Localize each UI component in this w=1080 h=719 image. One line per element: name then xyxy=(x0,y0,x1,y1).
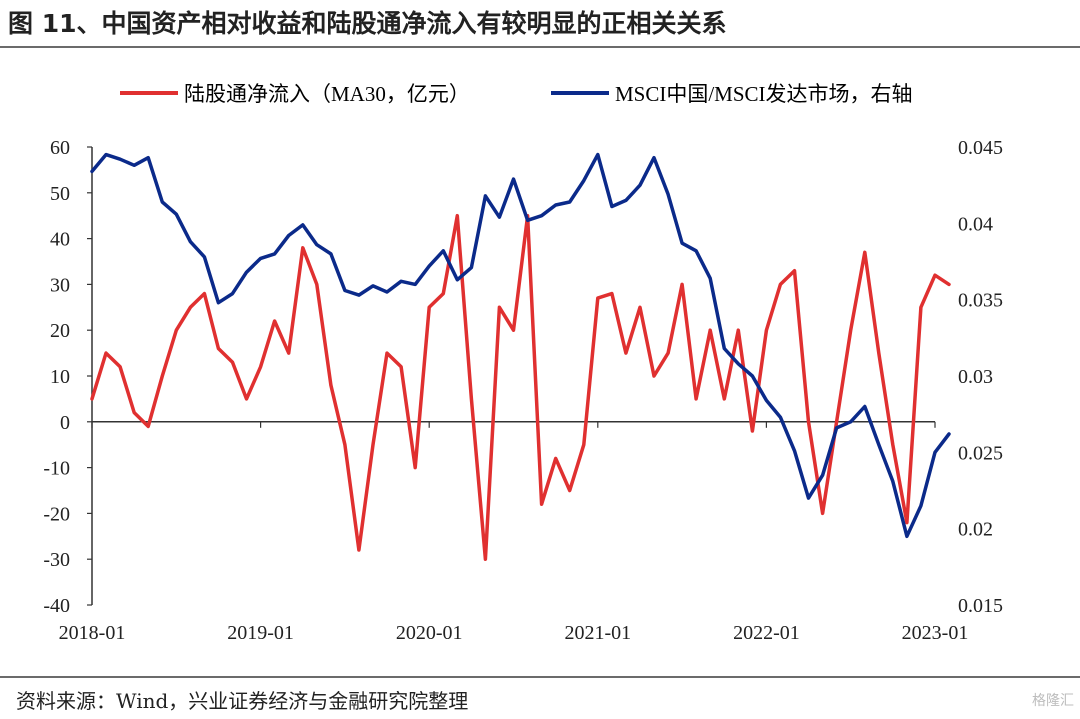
left-tick-label: 40 xyxy=(50,229,70,251)
legend-label-left-series: 陆股通净流入（MA30，亿元） xyxy=(184,82,470,106)
right-tick-label: 0.045 xyxy=(958,137,1003,159)
right-tick-label: 0.035 xyxy=(958,290,1003,312)
left-tick-label: 50 xyxy=(50,183,70,205)
watermark: 格隆汇 xyxy=(1032,693,1074,709)
axes: 60 50 40 30 20 10 0 -10 -20 -30 -40 0.045 0.04 0.035 0… xyxy=(43,137,1003,644)
left-tick-label: -20 xyxy=(43,503,70,525)
right-tick-label: 0.02 xyxy=(958,519,993,541)
left-tick-label: 0 xyxy=(60,412,70,434)
left-tick-label: 20 xyxy=(50,320,70,342)
right-tick-label: 0.04 xyxy=(958,213,993,235)
left-tick-label: -40 xyxy=(43,595,70,617)
right-tick-label: 0.025 xyxy=(958,442,1003,464)
left-tick-label: -30 xyxy=(43,549,70,571)
right-tick-label: 0.015 xyxy=(958,595,1003,617)
x-tick-label: 2018-01 xyxy=(59,622,126,644)
series-lines xyxy=(90,152,951,561)
dual-axis-line-chart: 陆股通净流入（MA30，亿元） MSCI中国/MSCI发达市场，右轴 60 50 4… xyxy=(43,82,1003,644)
chart-legend: 陆股通净流入（MA30，亿元） MSCI中国/MSCI发达市场，右轴 xyxy=(120,82,913,106)
bottom-rule xyxy=(0,676,1080,678)
legend-label-right-series: MSCI中国/MSCI发达市场，右轴 xyxy=(615,82,913,106)
series-line-msci-ratio xyxy=(90,152,951,539)
left-tick-label: 10 xyxy=(50,366,70,388)
x-tick-label: 2019-01 xyxy=(227,622,294,644)
x-tick-label: 2020-01 xyxy=(396,622,463,644)
right-tick-label: 0.03 xyxy=(958,366,993,388)
series-line-northbound-flow xyxy=(90,213,951,561)
source-note: 资料来源：Wind，兴业证券经济与金融研究院整理 xyxy=(16,689,469,713)
chart-title: 图 11、中国资产相对收益和陆股通净流入有较明显的正相关关系 xyxy=(8,9,727,38)
x-tick-label: 2022-01 xyxy=(733,622,800,644)
top-rule xyxy=(0,46,1080,48)
x-tick-label: 2021-01 xyxy=(564,622,631,644)
left-tick-label: 60 xyxy=(50,137,70,159)
x-tick-label: 2023-01 xyxy=(902,622,969,644)
left-tick-label: 30 xyxy=(50,274,70,296)
left-tick-label: -10 xyxy=(43,458,70,480)
